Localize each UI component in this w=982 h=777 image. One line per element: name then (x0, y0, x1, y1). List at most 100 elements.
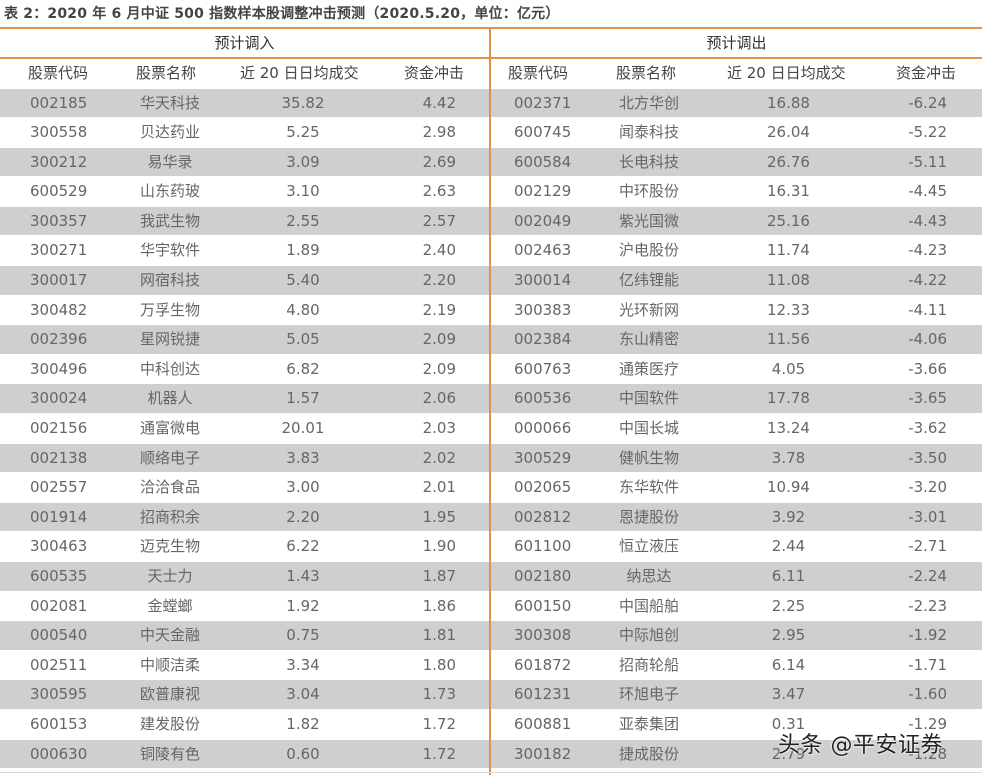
table-row: 002081 金螳螂 1.92 1.86 600150 中国船舶 2.25 -2.23 (0, 591, 982, 621)
cell-impact: -3.62 (908, 419, 947, 438)
cell-code: 600535 (30, 567, 88, 585)
row-out: 600584 长电科技 26.76 -5.11 (491, 147, 982, 177)
table-row: 001914 招商积余 2.20 1.95 002812 恩捷股份 3.92 -3.01 (0, 502, 982, 532)
cell-volume: 3.92 (771, 507, 806, 526)
cell-name: 中天金融 (139, 626, 200, 645)
section-header-in: 预计调入 (214, 34, 275, 52)
cell-impact: -4.43 (908, 211, 947, 230)
cell-impact: -2.71 (908, 537, 947, 556)
cell-name: 通策医疗 (618, 359, 679, 378)
cell-name: 洽洽食品 (139, 478, 200, 497)
cell-impact: -1.92 (908, 626, 947, 645)
cell-impact: 2.63 (422, 182, 456, 201)
row-in: 002156 通富微电 20.01 2.03 (0, 414, 489, 443)
row-out: 600536 中国软件 17.78 -3.65 (491, 384, 982, 414)
cell-volume: 3.78 (771, 448, 806, 467)
cell-code: 300482 (30, 300, 88, 319)
cell-code: 300182 (514, 744, 572, 763)
cell-impact: 2.20 (422, 271, 456, 290)
cell-impact: -2.23 (908, 596, 947, 615)
cell-volume: 25.16 (767, 211, 810, 230)
row-out: 002384 东山精密 11.56 -4.06 (491, 325, 982, 354)
table-row: 002138 顺络电子 3.83 2.02 300529 健帆生物 3.78 -3.50 (0, 443, 982, 473)
cell-volume: 3.00 (286, 478, 320, 497)
cell-code: 002511 (30, 655, 88, 674)
cell-impact: -3.01 (908, 507, 947, 526)
row-out: 601231 环旭电子 3.47 -1.60 (491, 680, 982, 709)
table-row: 300482 万孚生物 4.80 2.19 300383 光环新网 12.33 -4.11 (0, 295, 982, 325)
cell-name: 中国长城 (618, 419, 679, 438)
row-out: 601100 恒立液压 2.44 -2.71 (491, 532, 982, 561)
cell-volume: 10.94 (767, 478, 810, 497)
cell-code: 002138 (30, 448, 88, 467)
cell-volume: 3.04 (286, 685, 320, 704)
cell-name: 亿纬锂能 (618, 271, 679, 290)
cell-name: 网宿科技 (139, 271, 200, 290)
row-out: 002812 恩捷股份 3.92 -3.01 (491, 502, 982, 532)
cell-volume: 3.10 (286, 182, 320, 201)
cell-volume: 5.40 (286, 271, 320, 290)
table-row: 002557 洽洽食品 3.00 2.01 002065 东华软件 10.94 -3.20 (0, 473, 982, 503)
cell-impact: -4.23 (908, 241, 947, 260)
cell-impact: 2.40 (422, 241, 456, 260)
cell-code: 300014 (514, 271, 572, 290)
cell-name: 机器人 (147, 389, 193, 408)
table-row: 600529 山东药玻 3.10 2.63 002129 中环股份 16.31 -4.45 (0, 177, 982, 207)
row-in: 600529 山东药玻 3.10 2.63 (0, 177, 489, 206)
row-out: 600150 中国船舶 2.25 -2.23 (491, 592, 982, 621)
row-in: 300024 机器人 1.57 2.06 (0, 384, 489, 414)
row-in: 002185 华天科技 35.82 4.42 (0, 88, 489, 118)
cell-code: 300017 (30, 271, 88, 290)
table-row: 600153 建发股份 1.82 1.72 600881 亚泰集团 0.31 -1.29 (0, 709, 982, 739)
cell-impact: -3.65 (908, 389, 947, 408)
table-bottom-border (0, 772, 982, 773)
cell-impact: 2.03 (422, 419, 456, 438)
cell-impact: 2.02 (422, 448, 456, 467)
row-in: 002396 星网锐捷 5.05 2.09 (0, 325, 489, 354)
row-out: 002371 北方华创 16.88 -6.24 (491, 88, 982, 118)
cell-code: 601231 (514, 685, 572, 704)
cell-code: 300463 (30, 537, 88, 556)
cell-impact: -6.24 (908, 93, 947, 112)
cell-name: 建发股份 (139, 714, 200, 733)
cell-name: 贝达药业 (139, 123, 200, 142)
cell-volume: 3.34 (286, 655, 320, 674)
cell-impact: 2.19 (422, 300, 456, 319)
cell-code: 601872 (514, 655, 572, 674)
cell-impact: -3.20 (908, 478, 947, 497)
cell-volume: 2.20 (286, 507, 320, 526)
row-out: 600763 通策医疗 4.05 -3.66 (491, 355, 982, 384)
table-row: 000630 铜陵有色 0.60 1.72 300182 捷成股份 2.79 -1.28 (0, 739, 982, 769)
row-out: 600881 亚泰集团 0.31 -1.29 (491, 710, 982, 739)
cell-name: 山东药玻 (139, 182, 200, 201)
cell-volume: 0.60 (286, 744, 320, 763)
row-out: 002049 紫光国微 25.16 -4.43 (491, 206, 982, 236)
cell-impact: 1.72 (422, 714, 456, 733)
cell-impact: 2.98 (422, 123, 456, 142)
table-row: 300496 中科创达 6.82 2.09 600763 通策医疗 4.05 -3.66 (0, 354, 982, 384)
row-out: 300014 亿纬锂能 11.08 -4.22 (491, 266, 982, 295)
cell-code: 600529 (30, 182, 88, 201)
cell-name: 欧普康视 (139, 685, 200, 704)
cell-volume: 17.78 (767, 389, 810, 408)
cell-code: 300212 (30, 152, 88, 171)
cell-impact: -4.11 (908, 300, 947, 319)
cell-volume: 11.74 (767, 241, 810, 260)
cell-volume: 35.82 (281, 93, 325, 112)
cell-volume: 2.95 (771, 626, 806, 645)
cell-name: 星网锐捷 (139, 330, 200, 349)
row-in: 300558 贝达药业 5.25 2.98 (0, 118, 489, 147)
cell-volume: 3.09 (286, 152, 320, 171)
cell-name: 万孚生物 (139, 300, 200, 319)
table-row: 600535 天士力 1.43 1.87 002180 纳思达 6.11 -2.24 (0, 562, 982, 592)
cell-code: 300529 (514, 448, 572, 467)
row-in: 001914 招商积余 2.20 1.95 (0, 502, 489, 532)
cell-name: 招商轮船 (618, 655, 679, 674)
cell-volume: 0.75 (286, 626, 320, 645)
cell-volume: 11.08 (767, 271, 810, 290)
cell-code: 600745 (514, 123, 572, 142)
cell-name: 华天科技 (139, 93, 200, 112)
cell-name: 易华录 (147, 152, 193, 171)
section-header-border (0, 57, 982, 59)
column-header-code: 股票代码 (508, 64, 569, 82)
